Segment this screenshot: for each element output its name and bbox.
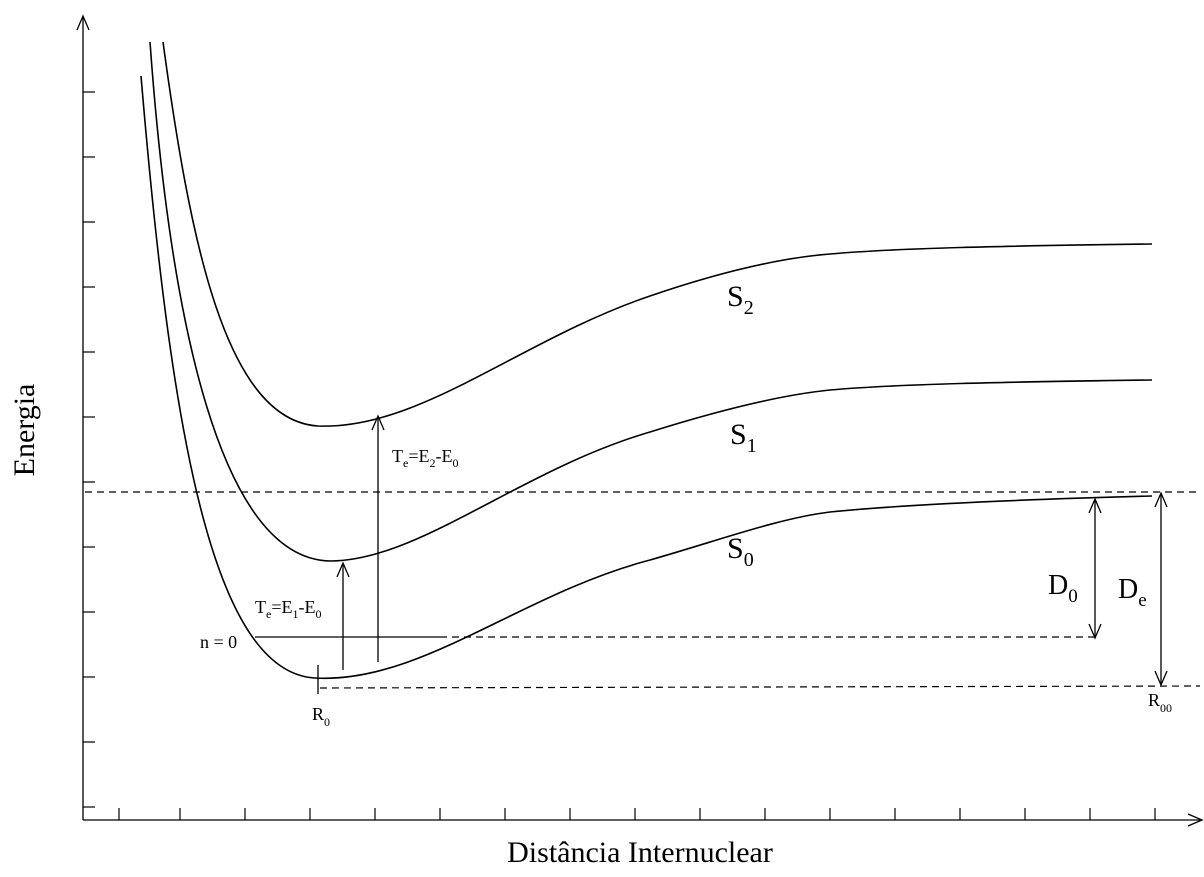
- d0-label: D0: [1048, 570, 1078, 607]
- de-arrow: [1154, 491, 1168, 687]
- s0-label: S0: [727, 532, 754, 571]
- y-axis: [76, 14, 90, 820]
- s0-curve: [140, 75, 1153, 679]
- x-axis-label: Distância Internuclear: [507, 836, 773, 869]
- r00-label: R00: [1148, 690, 1172, 715]
- te2-label: Te=E2-E0: [392, 446, 458, 470]
- s1-curve: [149, 41, 1153, 562]
- n0-label: n = 0: [200, 632, 237, 652]
- s2-curve: [162, 41, 1153, 427]
- y-axis-label: Energia: [8, 384, 41, 477]
- r0-label: R0: [312, 704, 330, 729]
- te1-label: Te=E1-E0: [255, 597, 321, 621]
- s2-label: S2: [727, 280, 754, 319]
- x-axis: [83, 813, 1204, 827]
- y-axis-ticks: [83, 91, 95, 808]
- te2-arrow: [371, 414, 385, 662]
- d0-arrow: [1088, 497, 1102, 640]
- minimum-energy-line: [319, 685, 1201, 689]
- s1-label: S1: [730, 418, 757, 457]
- de-label: De: [1118, 574, 1147, 611]
- x-axis-ticks: [118, 808, 1156, 820]
- te1-arrow: [336, 561, 350, 670]
